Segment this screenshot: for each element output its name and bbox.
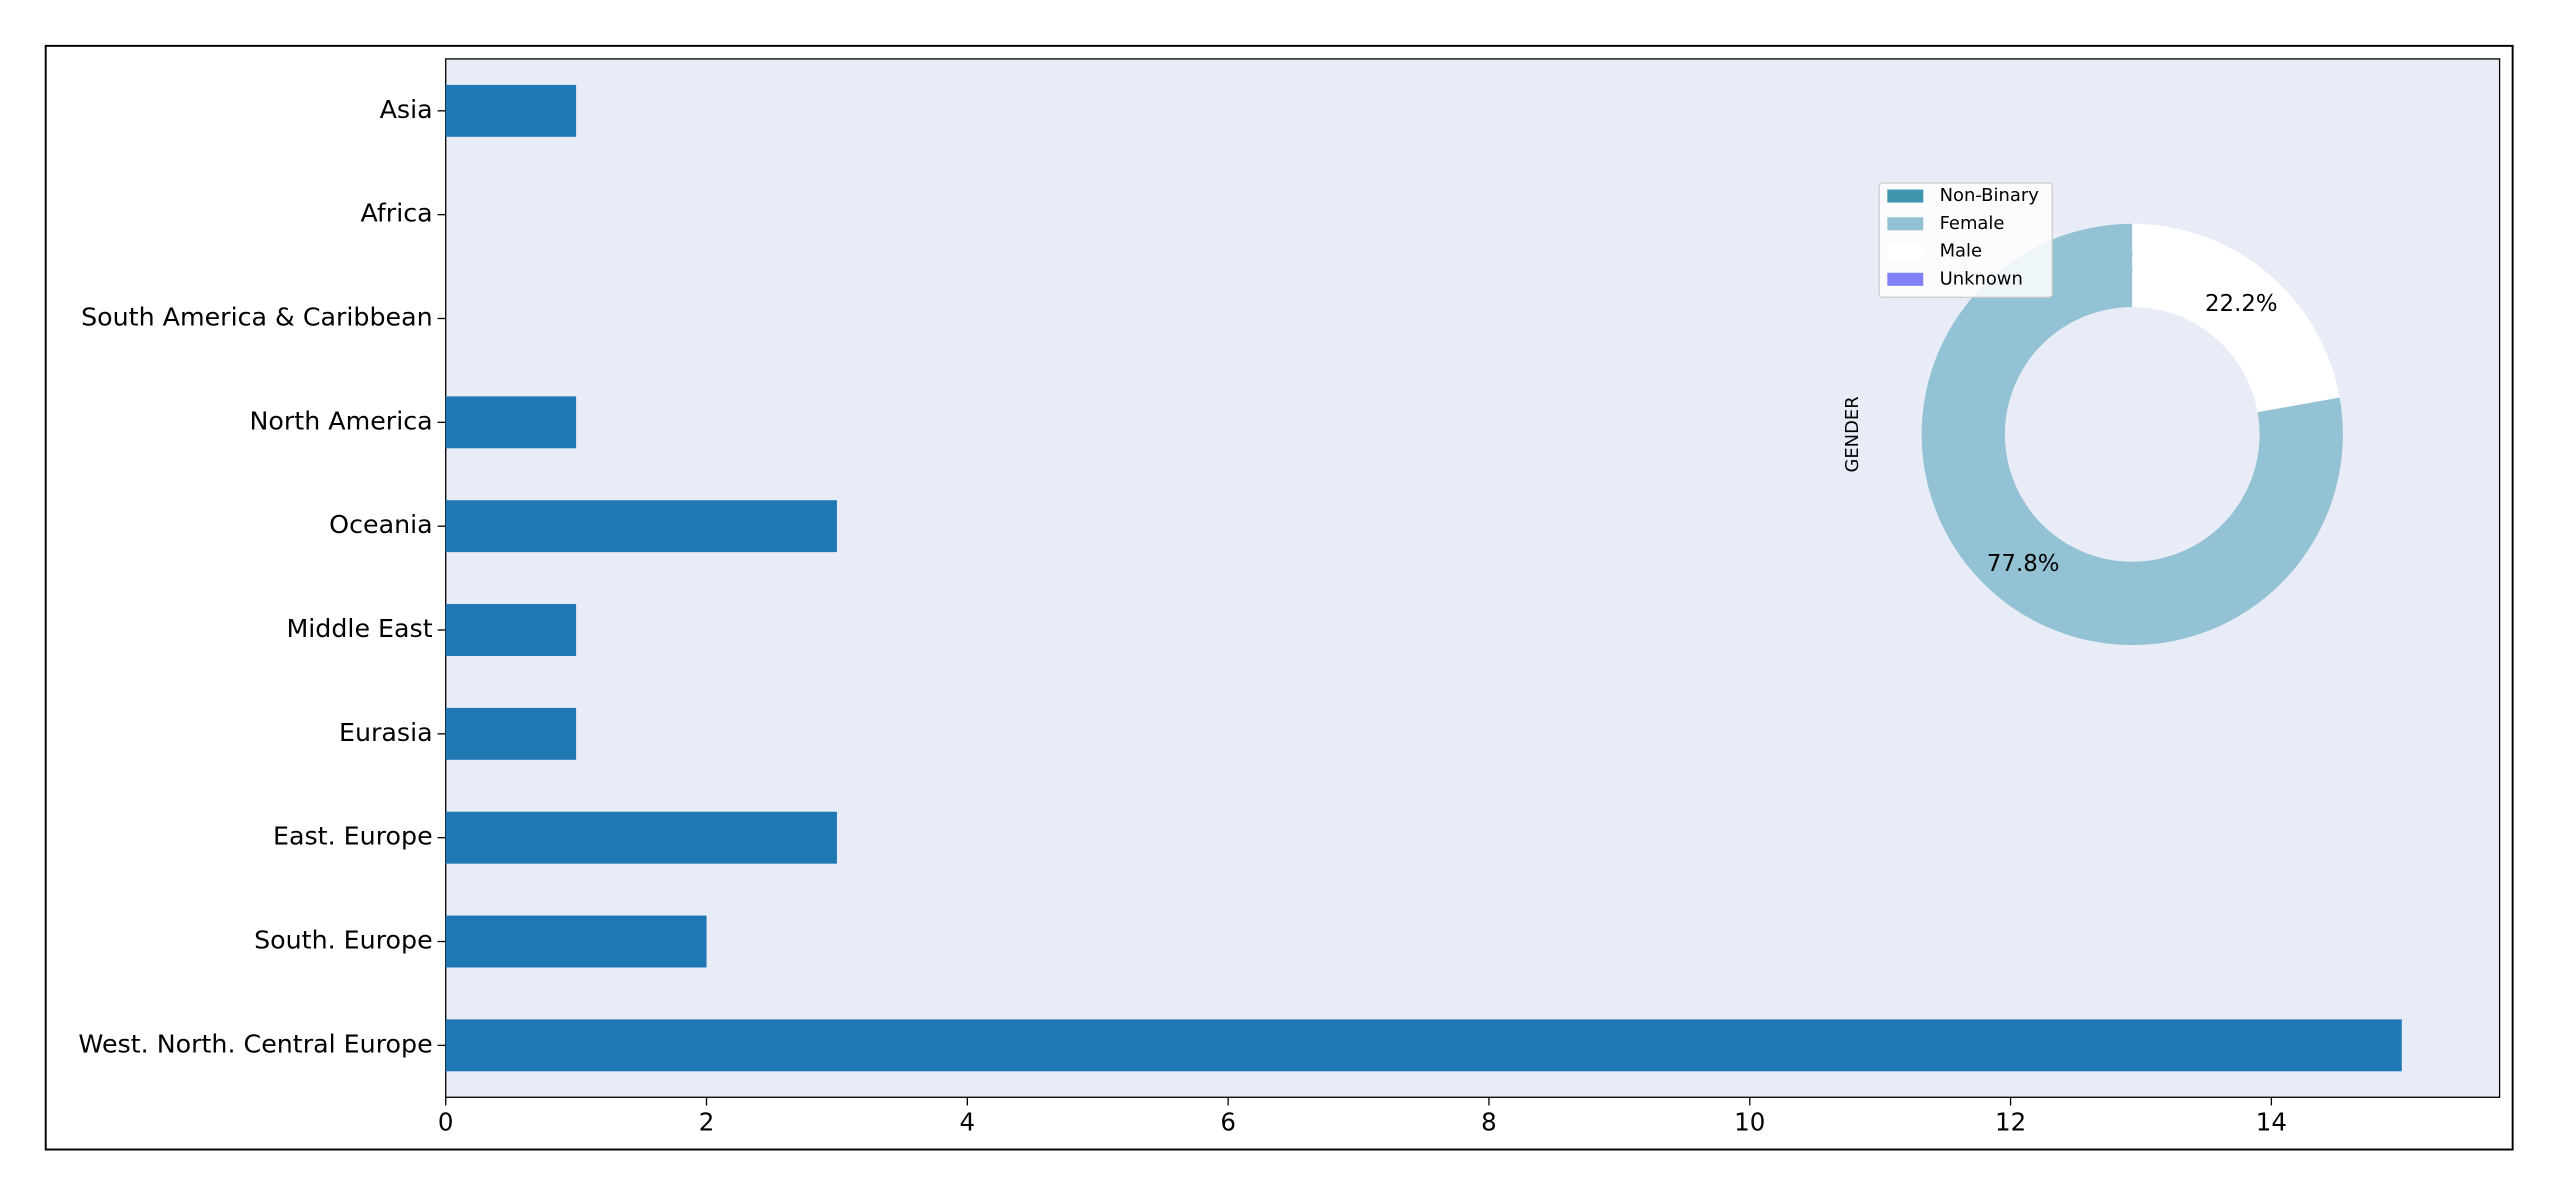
y-tick-label: West. North. Central Europe [78, 1029, 432, 1058]
bar [445, 915, 707, 968]
bar [445, 84, 577, 137]
y-tick-label: North America [249, 406, 432, 435]
bar [445, 1019, 2402, 1072]
x-tick-label: 6 [1220, 1107, 1236, 1136]
legend-swatch [1887, 217, 1924, 231]
slice-label: 77.8% [1987, 551, 2060, 577]
y-tick-label: Oceania [329, 510, 432, 539]
y-tick-label: Eurasia [339, 718, 433, 747]
bar [445, 707, 577, 760]
x-tick-label: 10 [1734, 1107, 1765, 1136]
legend-label: Male [1940, 241, 1983, 262]
bar [445, 604, 577, 656]
y-tick-label: South. Europe [254, 926, 433, 955]
legend-box [1878, 182, 2053, 298]
legend-swatch [1887, 245, 1924, 259]
y-axis-label: GENDER [1842, 396, 1863, 472]
legend-swatch [1887, 189, 1924, 203]
bar [445, 396, 577, 449]
bar [445, 811, 837, 864]
x-tick-label: 4 [960, 1107, 976, 1136]
x-tick-label: 12 [1995, 1107, 2026, 1136]
slice-label: 22.2% [2205, 291, 2278, 317]
x-tick-label: 14 [2256, 1107, 2287, 1136]
legend-label: Unknown [1940, 268, 2023, 289]
legend-label: Female [1940, 213, 2005, 234]
bar [445, 500, 837, 553]
y-tick-label: Africa [360, 199, 432, 228]
x-tick-label: 0 [438, 1107, 454, 1136]
legend-swatch [1887, 272, 1924, 286]
donut-slice [2132, 223, 2340, 413]
y-tick-label: East. Europe [273, 822, 433, 851]
donut-slice [1921, 223, 2343, 646]
y-tick-label: South America & Caribbean [81, 303, 433, 332]
x-tick-label: 2 [699, 1107, 715, 1136]
legend-label: Non-Binary [1940, 185, 2040, 206]
y-tick-label: Middle East [286, 614, 432, 643]
x-tick-label: 8 [1481, 1107, 1497, 1136]
y-tick-label: Asia [380, 95, 433, 124]
